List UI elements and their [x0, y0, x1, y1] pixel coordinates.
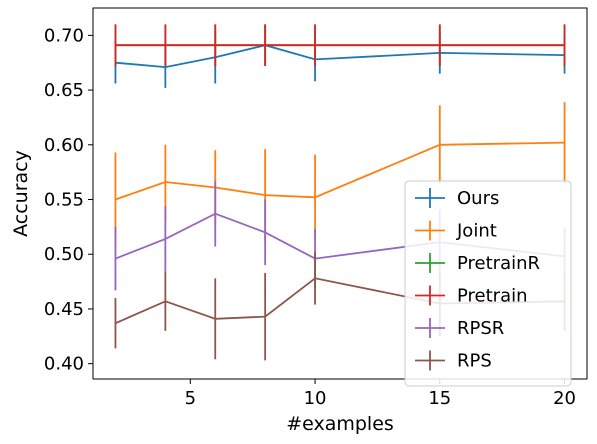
series-line — [115, 44, 565, 69]
axis-ticks: 5 10 15 20 0.40 0.45 0.50 0.55 0.60 0.65 0.70 — [44, 25, 576, 409]
y-axis-label: Accuracy — [10, 150, 32, 237]
legend-label: Joint — [456, 221, 497, 242]
data-point — [114, 322, 117, 325]
legend-item: RPSR — [415, 318, 504, 339]
legend-item: Ours — [415, 188, 499, 209]
y-tick-label: 0.40 — [44, 354, 84, 375]
series-ours — [114, 24, 566, 88]
legend-item: Pretrain — [415, 285, 528, 307]
data-point — [563, 44, 566, 47]
legend-label: PretrainR — [457, 253, 540, 274]
x-tick-label: 5 — [185, 388, 196, 409]
y-tick-label: 0.55 — [44, 190, 84, 211]
data-point — [214, 212, 217, 215]
legend-box — [404, 180, 572, 387]
data-point — [314, 196, 316, 199]
data-point — [214, 317, 217, 320]
data-point — [164, 66, 167, 68]
x-axis-label: #examples — [286, 413, 394, 435]
legend-item: Joint — [415, 220, 497, 242]
legend-label: RPS — [457, 351, 492, 372]
data-point — [264, 315, 267, 318]
y-tick-label: 0.50 — [44, 244, 84, 265]
y-tick-label: 0.65 — [44, 80, 84, 101]
data-point — [438, 44, 441, 47]
data-point — [563, 141, 566, 144]
x-tick-label: 15 — [428, 388, 451, 409]
data-point — [438, 143, 441, 146]
x-tick-label: 10 — [304, 388, 327, 409]
legend-label: Ours — [457, 188, 499, 209]
legend: Ours Joint PretrainR Pretrain RPSR RPS — [404, 180, 572, 387]
legend-item: PretrainR — [415, 253, 540, 274]
data-point — [164, 181, 167, 183]
data-point — [264, 44, 267, 47]
legend-label: RPSR — [457, 318, 504, 339]
data-point — [214, 44, 217, 47]
data-point — [114, 257, 117, 260]
data-point — [314, 277, 316, 280]
y-tick-label: 0.70 — [44, 25, 84, 46]
y-tick-label: 0.45 — [44, 299, 84, 320]
data-point — [164, 44, 167, 47]
y-tick-label: 0.60 — [44, 135, 84, 156]
data-point — [264, 231, 267, 234]
x-tick-label: 20 — [553, 388, 576, 409]
data-point — [114, 198, 117, 201]
series-pretrain — [114, 24, 566, 67]
data-point — [264, 194, 267, 197]
data-point — [114, 44, 117, 47]
legend-item: RPS — [415, 350, 492, 372]
data-point — [314, 44, 316, 47]
plot-frame — [92, 7, 588, 380]
legend-label: Pretrain — [457, 286, 528, 307]
data-point — [164, 300, 167, 303]
data-point — [164, 238, 167, 240]
